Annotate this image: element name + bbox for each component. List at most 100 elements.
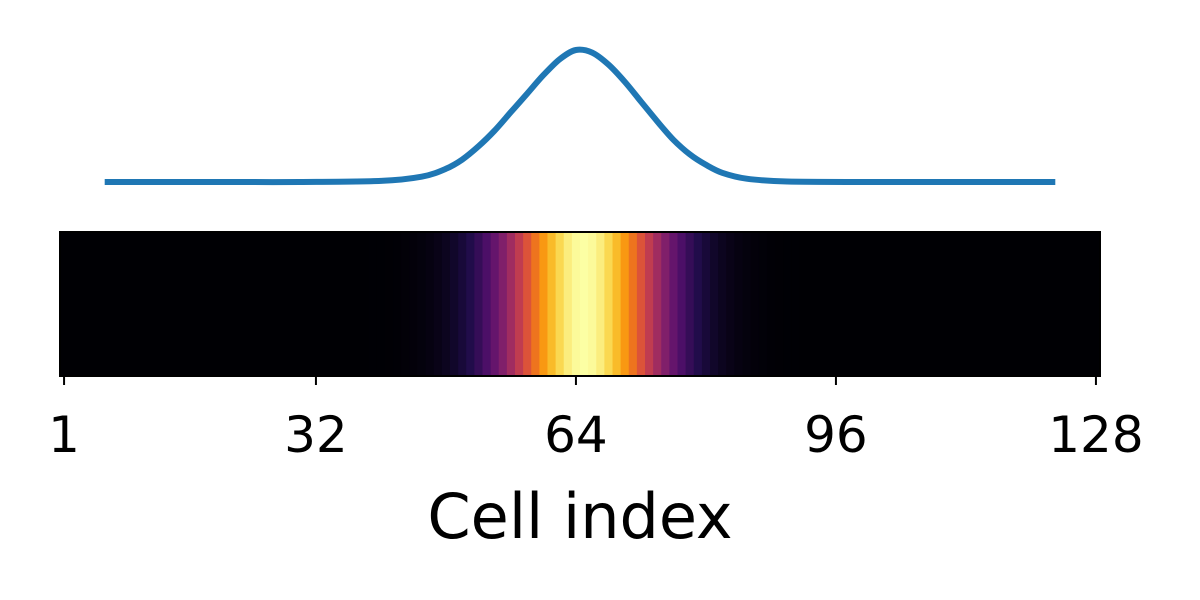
heatmap-cell (222, 232, 232, 376)
heatmap-cell (1083, 232, 1093, 376)
heatmap-cell (133, 232, 142, 376)
heatmap-cell (783, 232, 792, 376)
heatmap-cell (726, 232, 735, 376)
heatmap-cell (929, 232, 939, 376)
heatmap-cell (693, 232, 703, 376)
heatmap-cell (515, 232, 524, 376)
heatmap-cell (831, 232, 841, 376)
heatmap-cell (555, 232, 565, 376)
heatmap-cell (344, 232, 354, 376)
heatmap-cell (945, 232, 955, 376)
heatmap-cell (1002, 232, 1012, 376)
heatmap-cell (116, 232, 126, 376)
heatmap-cell (531, 232, 540, 376)
heatmap-frame (59, 231, 1101, 377)
heatmap-cell (279, 232, 289, 376)
heatmap-cell (823, 232, 833, 376)
x-axis-label: Cell index (427, 480, 732, 553)
heatmap-cell (490, 232, 500, 376)
heatmap-cell (336, 232, 345, 376)
heatmap-cell (198, 232, 207, 376)
heatmap-cell (905, 232, 914, 376)
line-plot (104, 46, 1056, 186)
heatmap-cell (1010, 232, 1020, 376)
heatmap-cell (1035, 232, 1044, 376)
heatmap-cell (125, 232, 134, 376)
x-axis: 1 32 64 96 128 (48, 376, 1144, 464)
heatmap-strip (60, 232, 1101, 376)
heatmap-cell (295, 232, 305, 376)
heatmap-cell (181, 232, 191, 376)
heatmap-cell (588, 232, 597, 376)
heatmap-cell (563, 232, 573, 376)
heatmap-cell (149, 232, 159, 376)
heatmap-cell (888, 232, 898, 376)
line-series (104, 46, 1056, 186)
x-tick-label: 128 (1048, 406, 1143, 464)
heatmap-cell (352, 232, 362, 376)
heatmap-cell (718, 232, 727, 376)
heatmap-cell (498, 232, 508, 376)
heatmap-cell (1043, 232, 1052, 376)
heatmap-cell (450, 232, 459, 376)
heatmap-cell (653, 232, 662, 376)
heatmap-cell (620, 232, 630, 376)
heatmap-cell (872, 232, 882, 376)
heatmap-cell (1051, 232, 1060, 376)
heatmap-cell (799, 232, 809, 376)
heatmap-cell (441, 232, 451, 376)
heatmap-cell (1026, 232, 1036, 376)
heatmap-cell (311, 232, 321, 376)
x-tick-label: 96 (804, 406, 868, 464)
heatmap-cell (425, 232, 435, 376)
heatmap-cell (596, 232, 605, 376)
heatmap-cell (417, 232, 427, 376)
heatmap-cell (84, 232, 94, 376)
heatmap-cell (92, 232, 102, 376)
heatmap-cell (108, 232, 118, 376)
heatmap-cell (393, 232, 402, 376)
heatmap-cell (165, 232, 175, 376)
heatmap-cell (246, 232, 256, 376)
heatmap-cell (994, 232, 1004, 376)
heatmap-cell (701, 232, 711, 376)
heatmap-cell (474, 232, 484, 376)
heatmap-cell (157, 232, 167, 376)
heatmap-cell (807, 232, 817, 376)
heatmap-cell (953, 232, 963, 376)
heatmap-cell (628, 232, 638, 376)
heatmap-cell (896, 232, 906, 376)
heatmap-cell (913, 232, 922, 376)
heatmap-cell (141, 232, 150, 376)
heatmap-cell (68, 232, 77, 376)
heatmap-cell (1091, 232, 1101, 376)
x-tick-label: 1 (48, 406, 80, 464)
heatmap-cell (230, 232, 240, 376)
heatmap-cell (856, 232, 865, 376)
heatmap-cell (409, 232, 419, 376)
heatmap-cell (645, 232, 654, 376)
heatmap-cell (580, 232, 589, 376)
heatmap-cell (320, 232, 329, 376)
heatmap-cell (255, 232, 264, 376)
heatmap-cell (750, 232, 760, 376)
heatmap-cell (401, 232, 410, 376)
heatmap-cell (458, 232, 467, 376)
heatmap-cell (742, 232, 752, 376)
heatmap-cell (466, 232, 475, 376)
heatmap-cell (190, 232, 199, 376)
heatmap-cell (986, 232, 995, 376)
heatmap-cell (173, 232, 183, 376)
heatmap-cell (303, 232, 313, 376)
heatmap-cell (880, 232, 890, 376)
heatmap-cell (848, 232, 857, 376)
heatmap-cell (1067, 232, 1077, 376)
heatmap-cell (1075, 232, 1085, 376)
heatmap-cell (636, 232, 646, 376)
heatmap-cell (328, 232, 337, 376)
heatmap-cell (1018, 232, 1028, 376)
heatmap-cell (76, 232, 85, 376)
heatmap-cell (360, 232, 370, 376)
heatmap-cell (206, 232, 215, 376)
